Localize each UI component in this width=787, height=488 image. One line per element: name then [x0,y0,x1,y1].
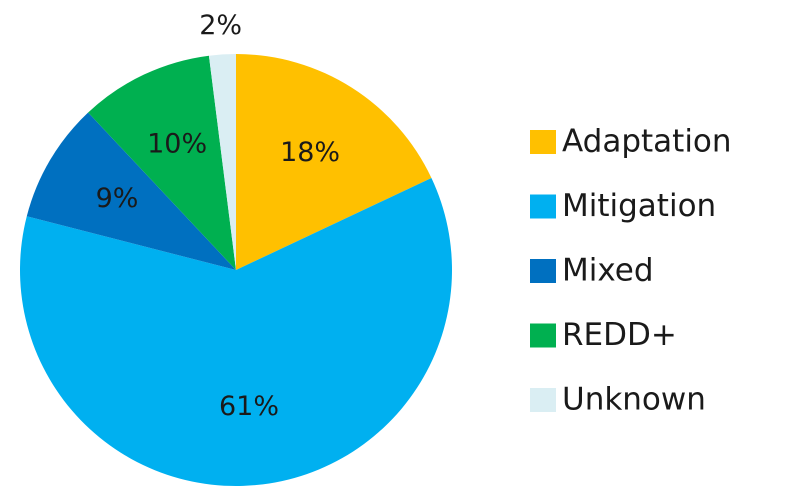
value-label: 9% [96,183,139,214]
legend-swatch [530,388,556,412]
pie-slice [26,112,236,270]
value-label: 18% [280,137,340,168]
value-label: 2% [199,10,242,41]
legend-label: Unknown [562,382,706,418]
value-label: 61% [219,391,279,422]
pie-slice [208,54,236,270]
pie-slice [19,178,452,486]
legend-swatch [530,194,556,219]
legend-label: REDD+ [562,317,677,353]
pie-slice [236,54,432,270]
value-label: 10% [147,128,207,159]
legend-swatch [530,259,556,283]
legend-swatch [530,323,556,348]
legend-label: Mixed [562,253,654,289]
legend-swatch [530,130,556,154]
legend-label: Adaptation [562,124,732,160]
pie-slice [88,55,237,271]
legend-label: Mitigation [562,188,716,224]
